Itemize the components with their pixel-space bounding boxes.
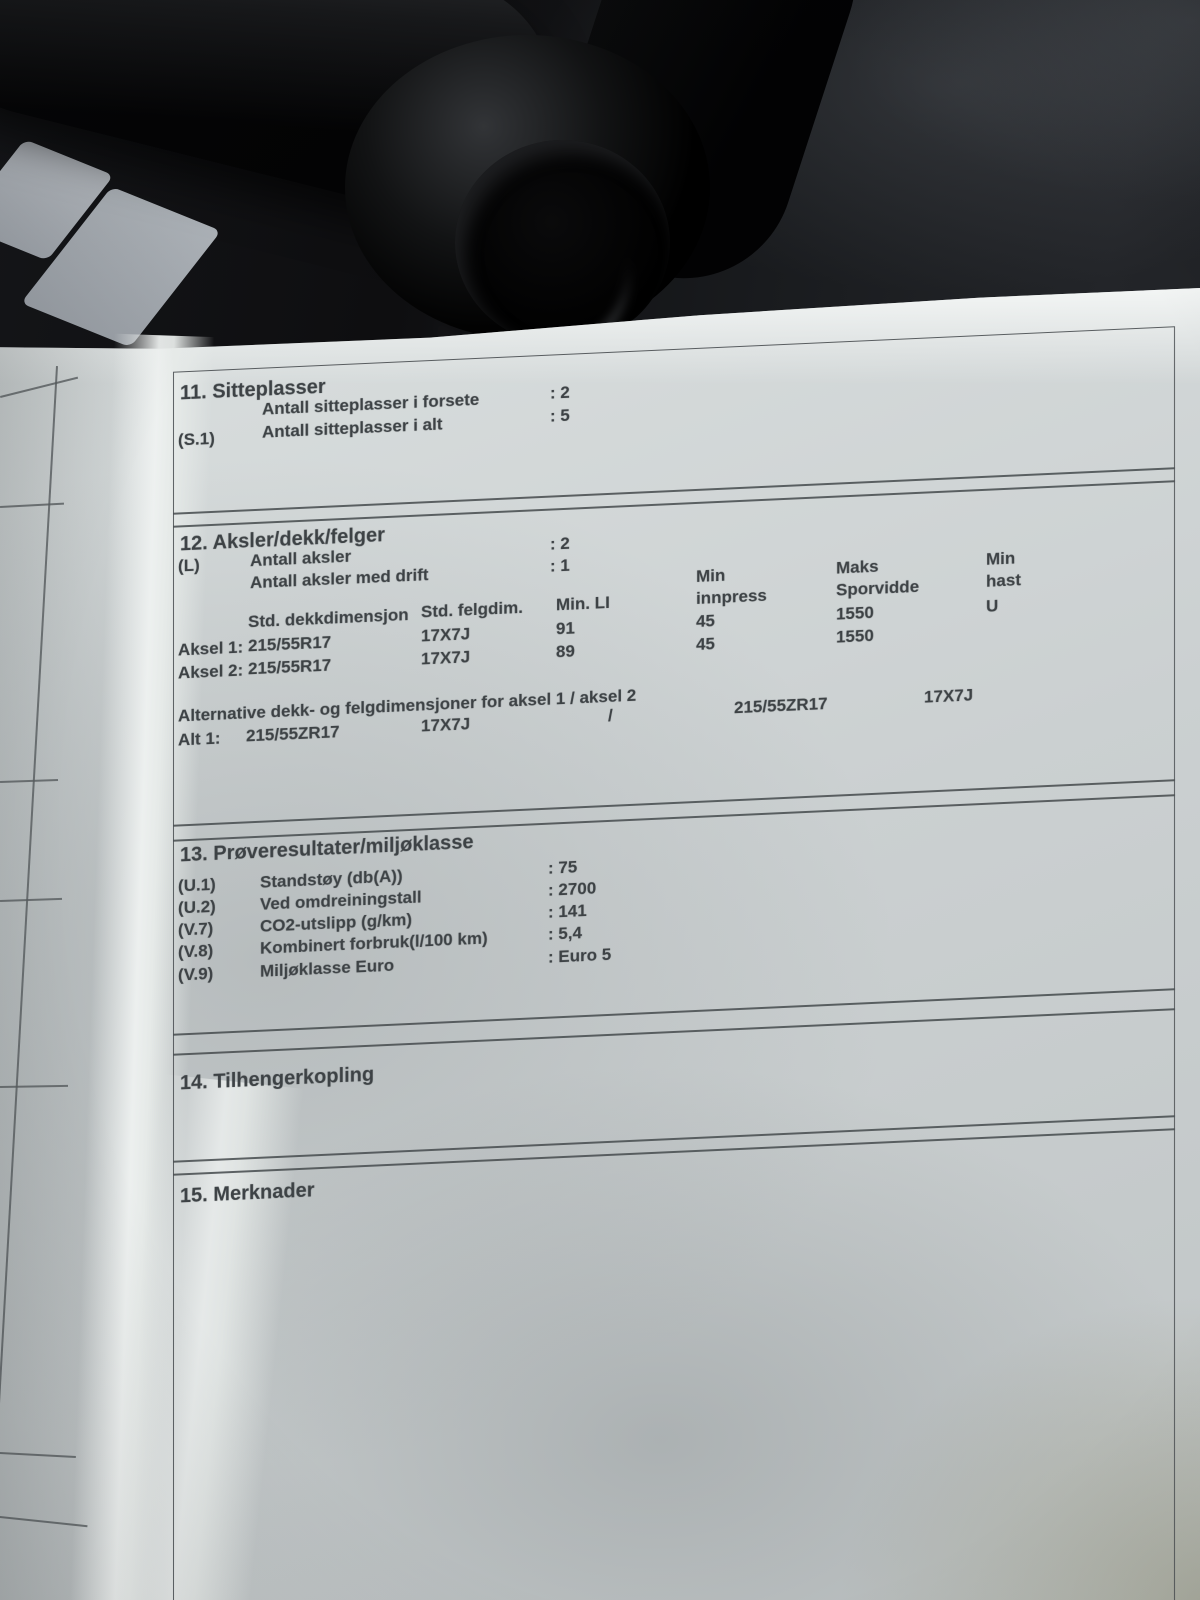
column-header: Sporvidde <box>836 576 920 600</box>
table-cell: 215/55ZR17 <box>246 722 340 746</box>
field-value: : 2700 <box>548 878 597 900</box>
section-14-title: 14. Tilhengerkopling <box>180 1063 375 1095</box>
field-code: (V.8) <box>178 940 214 962</box>
field-value: : 141 <box>548 900 587 922</box>
field-label: Antall sitteplasser i alt <box>262 414 443 442</box>
section-15-title: 15. Merknader <box>180 1179 315 1208</box>
table-cell: 215/55R17 <box>248 632 332 656</box>
section-divider <box>173 1115 1175 1163</box>
table-cell: 17X7J <box>421 714 471 736</box>
field-value: : 5 <box>550 405 570 426</box>
field-code: (U.2) <box>178 896 216 918</box>
field-value: : 2 <box>550 382 570 403</box>
table-cell-separator: / <box>608 705 613 725</box>
field-code: (L) <box>178 555 200 576</box>
field-code: (V.9) <box>178 963 214 985</box>
field-value: : Euro 5 <box>548 944 612 967</box>
table-cell: Alt 1: <box>178 728 221 750</box>
field-code: (U.1) <box>178 874 216 896</box>
column-header: innpress <box>696 585 767 608</box>
table-cell: Aksel 2: <box>178 660 244 683</box>
section-divider <box>173 1008 1175 1056</box>
table-cell: 1550 <box>836 625 874 647</box>
table-cell: 1550 <box>836 602 874 624</box>
column-header: Std. dekkdimensjon <box>248 605 409 632</box>
leather-strap-opening <box>455 140 670 345</box>
column-header: hast <box>986 570 1021 591</box>
table-cell: U <box>986 596 999 616</box>
document-sheet: 11. Sitteplasser Antall sitteplasser i f… <box>145 325 1200 1600</box>
field-value: : 1 <box>550 555 570 576</box>
section-divider <box>173 988 1175 1036</box>
registration-form-box: 11. Sitteplasser Antall sitteplasser i f… <box>173 326 1175 1600</box>
field-label: Antall aksler <box>250 546 352 571</box>
alt-dimensions-heading: Alternative dekk- og felgdimensjoner for… <box>178 685 637 726</box>
table-cell: 45 <box>696 634 715 654</box>
field-value: : 5,4 <box>548 923 583 944</box>
table-cell: Aksel 1: <box>178 637 244 660</box>
section-divider <box>173 480 1175 528</box>
field-value: : 75 <box>548 857 578 878</box>
section-divider <box>173 779 1175 827</box>
table-cell: 17X7J <box>924 685 974 707</box>
section-divider <box>173 1128 1175 1176</box>
field-code: (V.7) <box>178 918 214 940</box>
table-cell: 17X7J <box>421 647 471 669</box>
table-cell: 17X7J <box>421 624 471 646</box>
table-cell: 91 <box>556 618 575 639</box>
field-value: : 2 <box>550 533 570 554</box>
column-header: Min <box>986 548 1016 569</box>
column-header: Std. felgdim. <box>421 597 523 622</box>
table-cell: 45 <box>696 611 715 631</box>
column-header: Min <box>696 565 726 586</box>
table-cell: 215/55R17 <box>248 655 332 679</box>
column-header: Maks <box>836 556 879 578</box>
column-header: Min. LI <box>556 592 610 615</box>
table-cell: 215/55ZR17 <box>734 694 828 718</box>
field-label: Miljøklasse Euro <box>260 955 395 981</box>
table-cell: 89 <box>556 641 575 662</box>
field-code: (S.1) <box>178 428 215 450</box>
section-divider <box>173 467 1175 515</box>
